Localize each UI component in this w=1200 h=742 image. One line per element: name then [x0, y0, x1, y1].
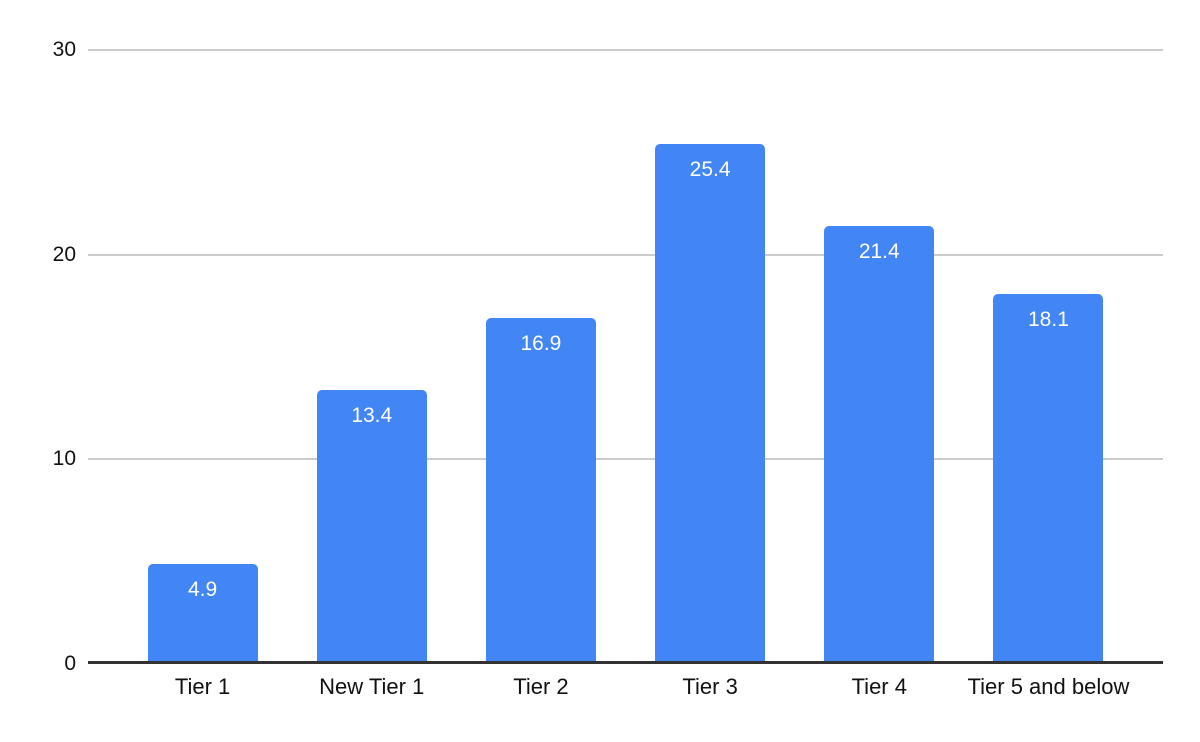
plot-area: 4.9 13.4 16.9 25.4 21.4 18.1 — [88, 49, 1163, 664]
bar: 18.1 — [993, 293, 1104, 664]
bar-value-label: 13.4 — [351, 403, 393, 427]
bar-slot: 18.1 — [964, 50, 1133, 664]
bar-slot: 13.4 — [287, 50, 456, 664]
x-category-label: Tier 1 — [174, 674, 231, 699]
bar-value-label: 16.9 — [520, 332, 562, 356]
y-tick-label: 30 — [52, 38, 76, 61]
y-tick-label: 10 — [52, 447, 76, 471]
y-tick-label: 20 — [52, 242, 76, 266]
x-category-label: Tier 5 and below — [967, 674, 1130, 699]
gridline — [88, 253, 1163, 256]
bar: 13.4 — [316, 389, 427, 664]
x-axis-labels: Tier 1 New Tier 1 Tier 2 Tier 3 Tier 4 Tier 5… — [118, 672, 1133, 702]
gridline — [88, 458, 1163, 461]
bar-slot: 25.4 — [626, 50, 795, 664]
bar-slot: 16.9 — [456, 50, 625, 664]
bar-value-label: 21.4 — [858, 240, 900, 264]
x-category-label: Tier 2 — [513, 674, 569, 699]
x-category-label: Tier 4 — [851, 674, 907, 699]
bar-slot: 21.4 — [795, 50, 964, 664]
bar: 16.9 — [485, 318, 596, 664]
x-category-label: Tier 3 — [682, 674, 738, 699]
bar-value-label: 4.9 — [187, 577, 218, 601]
x-axis-line — [88, 661, 1163, 664]
bar: 25.4 — [655, 144, 766, 664]
x-category-label: New Tier 1 — [319, 674, 425, 699]
y-tick-label: 0 — [64, 652, 76, 675]
bar-value-label: 18.1 — [1028, 307, 1069, 331]
bars-row: 4.9 13.4 16.9 25.4 21.4 18.1 — [118, 50, 1133, 664]
gridline — [88, 49, 1163, 51]
bar: 4.9 — [147, 563, 258, 664]
bar-slot: 4.9 — [118, 50, 287, 664]
bar-value-label: 25.4 — [689, 158, 731, 182]
bar: 21.4 — [824, 226, 935, 664]
